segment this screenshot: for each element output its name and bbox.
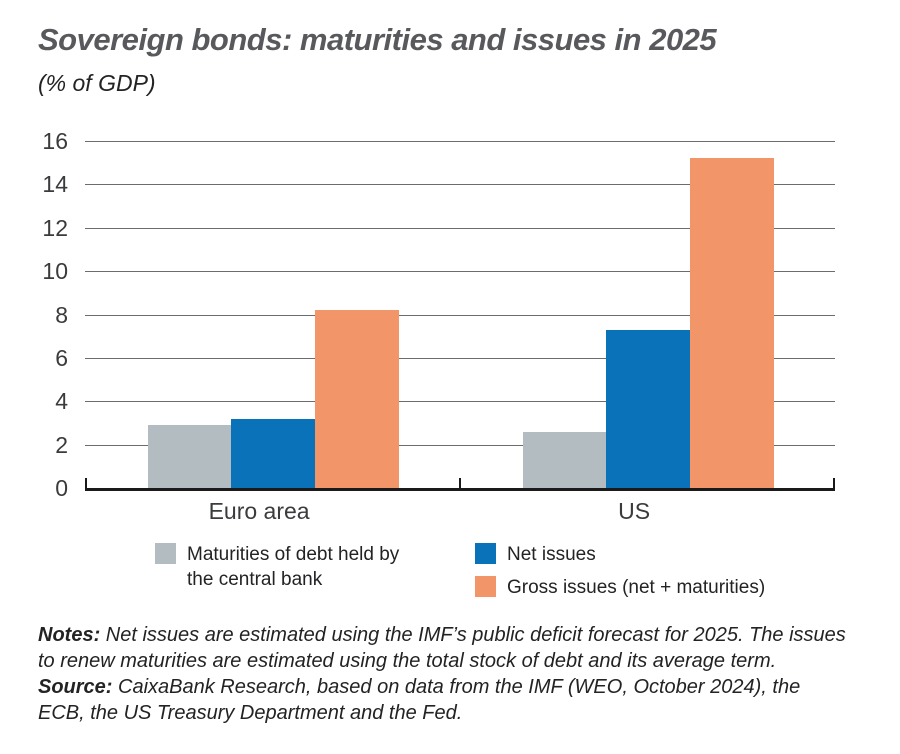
x-axis-label-euro-area: Euro area: [208, 498, 310, 524]
gridline-y-2: [85, 444, 835, 446]
y-tick-label: 0: [55, 475, 68, 501]
bar-euro-area-series-0: [148, 425, 232, 488]
x-axis-tick: [85, 478, 87, 488]
chart-subtitle: (% of GDP): [38, 70, 156, 96]
notes-block: Notes: Net issues are estimated using th…: [38, 622, 846, 726]
y-tick-label: 2: [55, 431, 68, 458]
legend: Maturities of debt held by the central b…: [155, 542, 855, 612]
legend-swatch-gross-issues: [475, 576, 496, 597]
gridline-y-10: [85, 271, 835, 273]
gridline-y-16: [85, 141, 835, 142]
y-tick-label: 10: [42, 258, 68, 285]
legend-item-maturities: Maturities of debt held by the central b…: [155, 542, 405, 592]
bar-us-series-0: [523, 432, 607, 488]
notes-text: Net issues are estimated using the IMF’s…: [38, 624, 846, 672]
y-tick-label: 8: [55, 301, 68, 328]
gridline-y-6: [85, 357, 835, 359]
bar-euro-area-series-1: [231, 419, 316, 488]
notes-label: Notes:: [38, 624, 101, 646]
y-tick-label: 6: [55, 344, 68, 371]
y-tick-label: 12: [42, 214, 68, 241]
plot-area: [85, 141, 835, 491]
legend-swatch-net-issues: [475, 543, 496, 564]
bar-euro-area-series-2: [314, 310, 399, 488]
source-line: Source: CaixaBank Research, based on dat…: [38, 674, 846, 726]
gridline-y-8: [85, 314, 835, 316]
y-tick-label: 4: [55, 388, 68, 415]
notes-line: Notes: Net issues are estimated using th…: [38, 622, 846, 674]
gridline-y-12: [85, 227, 835, 229]
legend-item-net-issues: Net issues: [475, 542, 596, 567]
gridline-y-4: [85, 401, 835, 403]
y-tick-label: 14: [42, 171, 68, 198]
x-axis-tick: [833, 478, 835, 488]
legend-label-net-issues: Net issues: [507, 544, 596, 565]
y-tick-label: 16: [42, 128, 68, 154]
source-label: Source:: [38, 676, 113, 698]
bar-us-series-1: [606, 330, 691, 488]
legend-label-gross-issues: Gross issues (net + maturities): [507, 577, 766, 598]
x-axis-label-us: US: [618, 498, 651, 524]
chart-title: Sovereign bonds: maturities and issues i…: [38, 22, 717, 57]
bar-us-series-2: [689, 158, 774, 488]
legend-item-gross-issues: Gross issues (net + maturities): [475, 575, 765, 600]
legend-swatch-maturities: [155, 543, 176, 564]
source-text: CaixaBank Research, based on data from t…: [38, 676, 801, 724]
gridline-y-14: [85, 184, 835, 186]
legend-label-maturities: Maturities of debt held by the central b…: [187, 544, 400, 590]
x-axis-tick: [459, 478, 461, 488]
